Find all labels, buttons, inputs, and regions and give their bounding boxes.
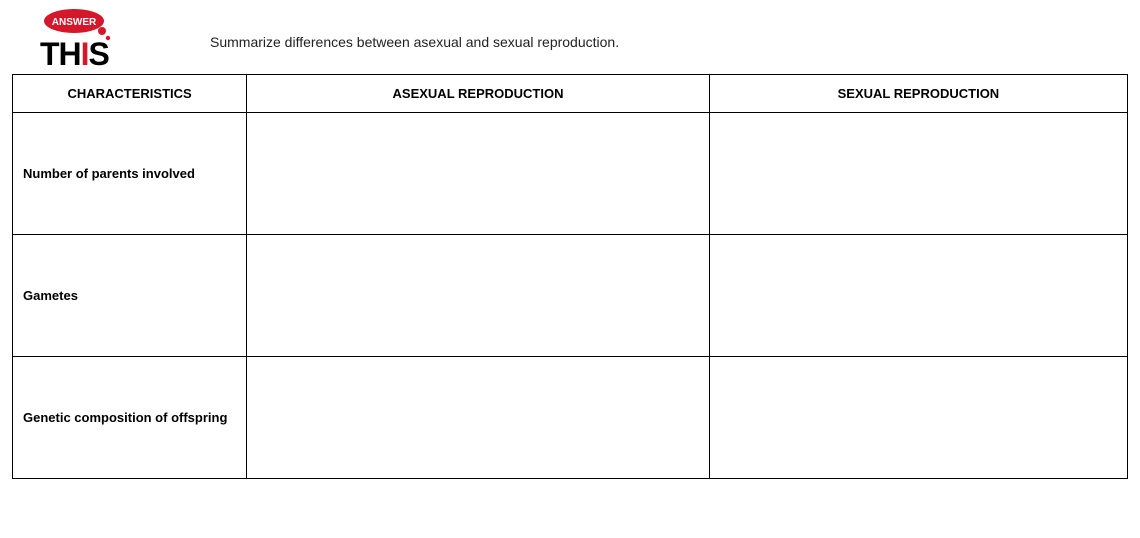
logo-this-pre: TH	[40, 36, 81, 72]
logo-this-post: S	[89, 36, 109, 72]
cell-genetic-asexual[interactable]	[247, 357, 710, 479]
logo-this-text: THIS	[40, 38, 109, 70]
row-label-gametes: Gametes	[13, 235, 247, 357]
table-row: Genetic composition of offspring	[13, 357, 1128, 479]
row-label-genetic: Genetic composition of offspring	[13, 357, 247, 479]
row-label-parents: Number of parents involved	[13, 113, 247, 235]
logo-this-i: I	[81, 38, 89, 70]
comparison-table: CHARACTERISTICS ASEXUAL REPRODUCTION SEX…	[12, 74, 1128, 479]
worksheet-prompt: Summarize differences between asexual an…	[210, 34, 619, 50]
cell-parents-sexual[interactable]	[709, 113, 1127, 235]
cell-gametes-asexual[interactable]	[247, 235, 710, 357]
logo-bubble-text: ANSWER	[52, 17, 97, 28]
table-row: Number of parents involved	[13, 113, 1128, 235]
col-header-characteristics: CHARACTERISTICS	[13, 75, 247, 113]
cell-gametes-sexual[interactable]	[709, 235, 1127, 357]
table-row: Gametes	[13, 235, 1128, 357]
cell-genetic-sexual[interactable]	[709, 357, 1127, 479]
cell-parents-asexual[interactable]	[247, 113, 710, 235]
worksheet-header: ANSWER THIS Summarize differences betwee…	[12, 8, 1128, 68]
col-header-sexual: SEXUAL REPRODUCTION	[709, 75, 1127, 113]
table-header-row: CHARACTERISTICS ASEXUAL REPRODUCTION SEX…	[13, 75, 1128, 113]
answer-this-logo: ANSWER THIS	[40, 8, 160, 68]
col-header-asexual: ASEXUAL REPRODUCTION	[247, 75, 710, 113]
